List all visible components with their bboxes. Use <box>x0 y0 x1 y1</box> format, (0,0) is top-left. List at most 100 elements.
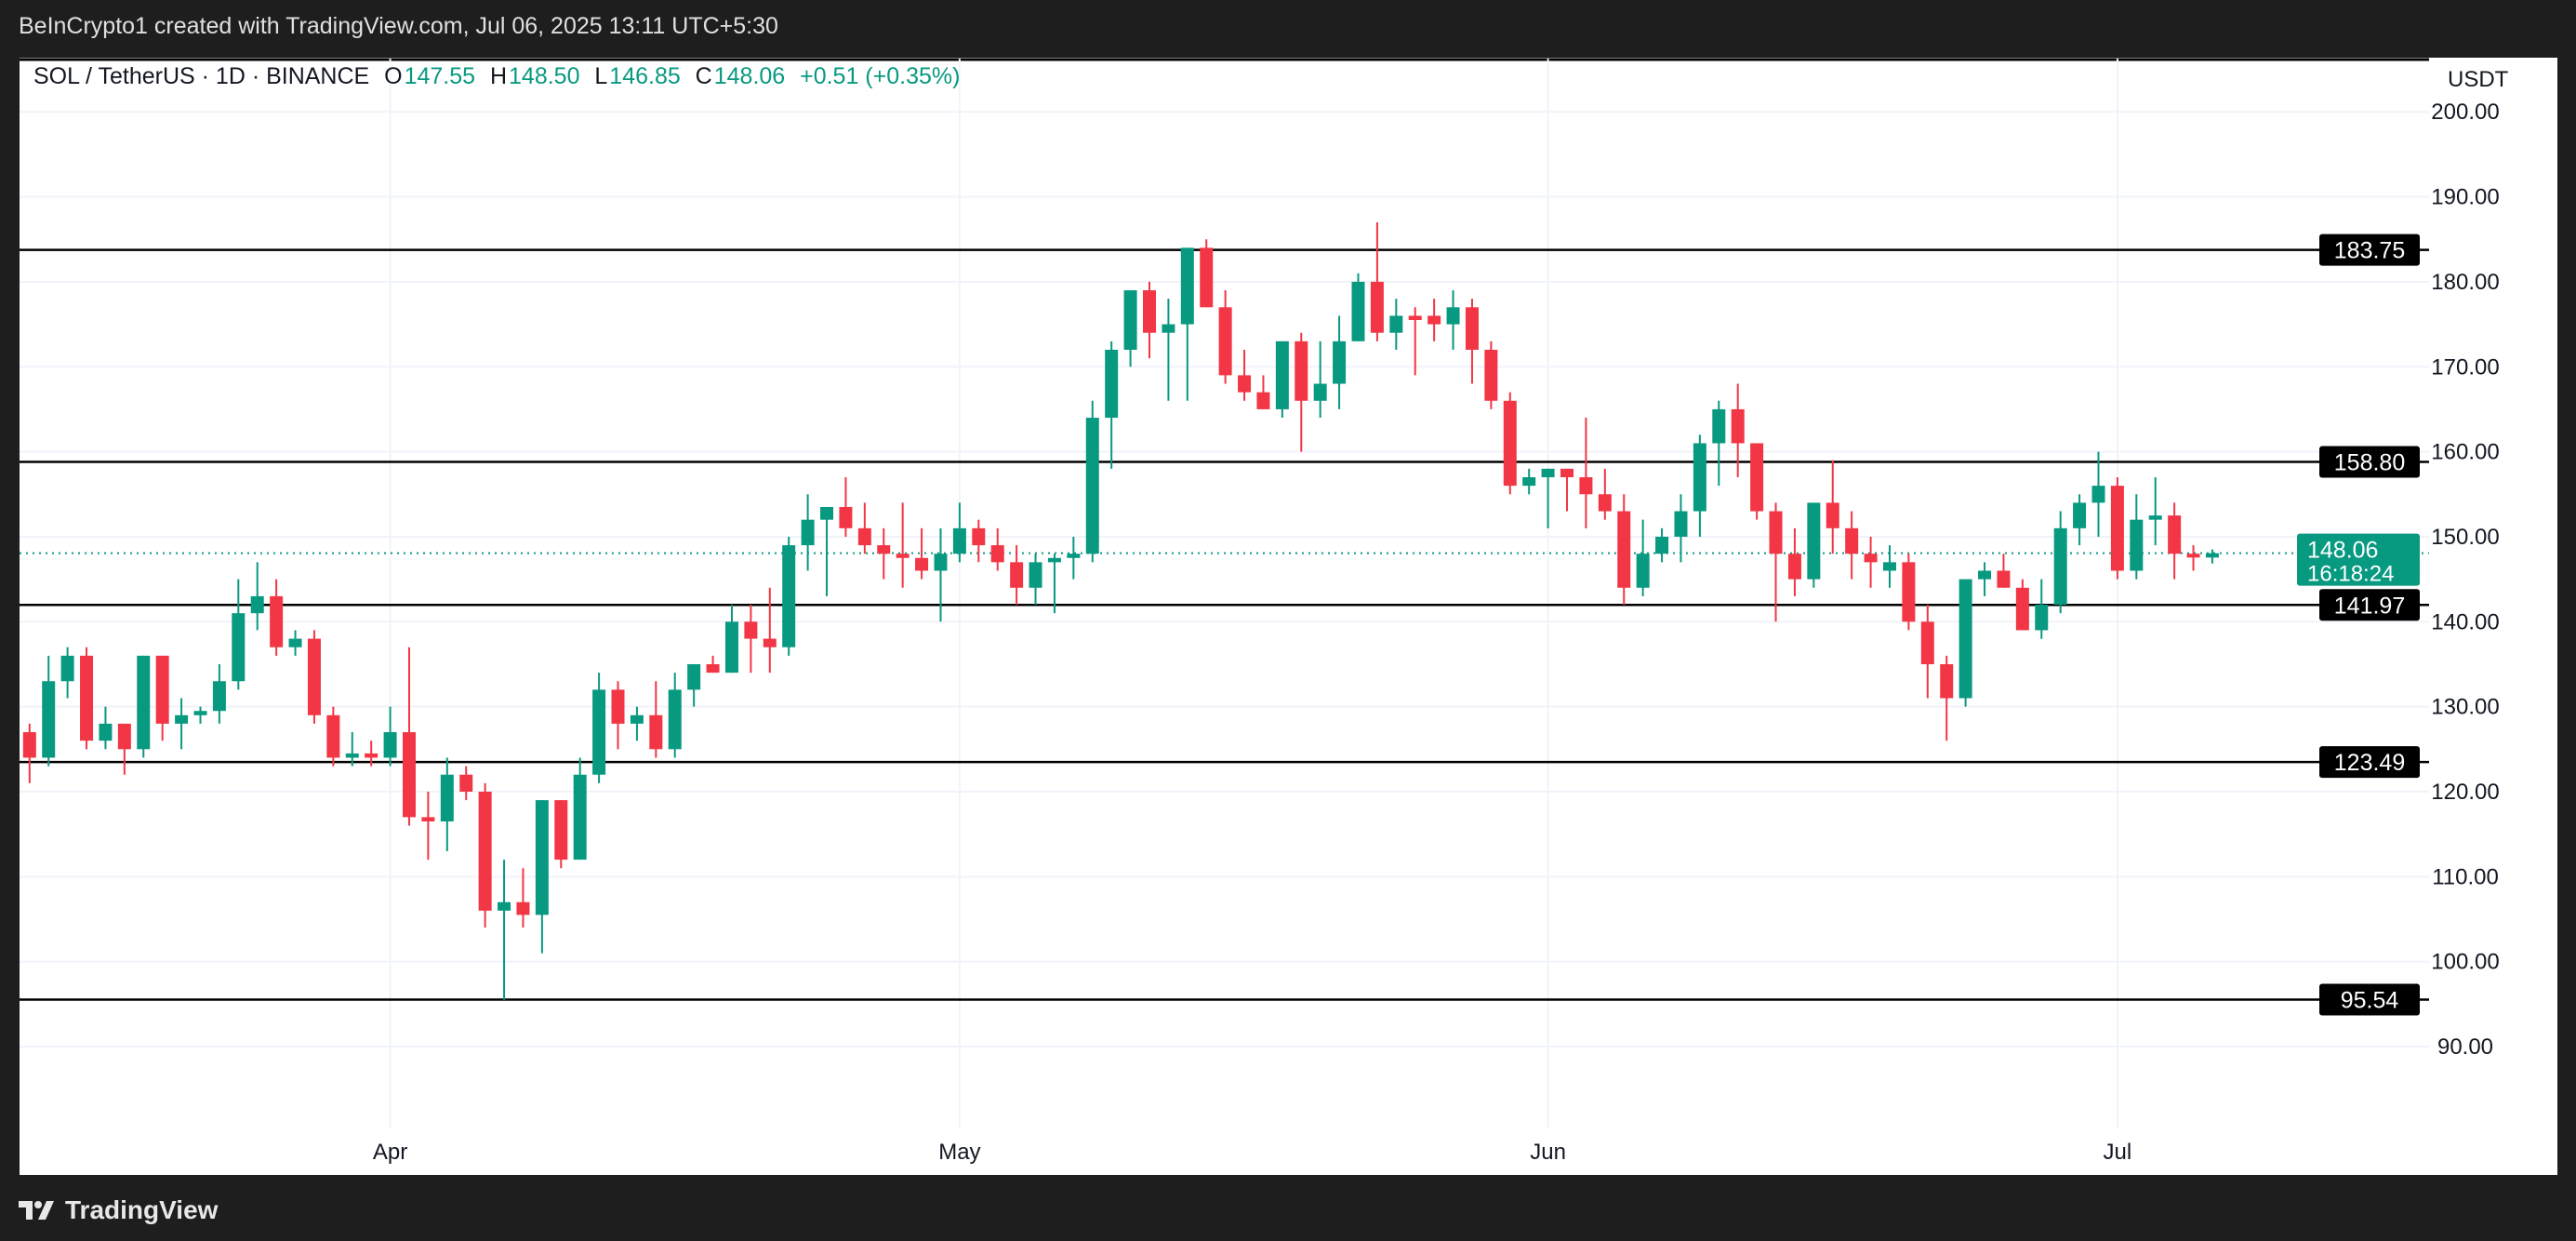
candle[interactable] <box>2130 494 2144 580</box>
candle[interactable] <box>459 766 473 801</box>
candle[interactable] <box>1408 307 1422 376</box>
candle[interactable] <box>1636 519 1650 596</box>
candle[interactable] <box>1389 299 1403 350</box>
candle[interactable] <box>1959 579 1972 707</box>
candle[interactable] <box>2035 579 2049 639</box>
candle[interactable] <box>744 605 758 674</box>
candle[interactable] <box>137 655 151 758</box>
candle[interactable] <box>706 655 720 674</box>
candle[interactable] <box>1105 340 1119 469</box>
candle[interactable] <box>2091 451 2105 537</box>
candle[interactable] <box>1142 281 1156 359</box>
candle[interactable] <box>1940 655 1954 741</box>
tradingview-brand[interactable]: TradingView <box>19 1195 218 1225</box>
candle[interactable] <box>478 782 492 928</box>
candle[interactable] <box>270 579 284 656</box>
candle[interactable] <box>1617 494 1631 606</box>
candle[interactable] <box>2073 494 2087 546</box>
candle[interactable] <box>1333 315 1347 409</box>
candle[interactable] <box>440 757 454 851</box>
chart-panel[interactable] <box>20 58 2557 1175</box>
candle[interactable] <box>516 868 530 928</box>
candle[interactable] <box>687 663 701 707</box>
candle[interactable] <box>1560 468 1574 512</box>
candle[interactable] <box>877 527 891 580</box>
candle[interactable] <box>1978 562 1992 596</box>
candle[interactable] <box>972 519 986 563</box>
candle[interactable] <box>1484 340 1498 409</box>
candle[interactable] <box>2148 477 2162 546</box>
candle[interactable] <box>611 681 625 750</box>
candle[interactable] <box>1845 511 1859 580</box>
candle[interactable] <box>345 732 359 767</box>
candle[interactable] <box>1807 502 1821 588</box>
candle[interactable] <box>1750 443 1764 520</box>
candle[interactable] <box>1787 527 1801 596</box>
candle[interactable] <box>99 706 113 750</box>
candle[interactable] <box>2168 502 2182 580</box>
candle[interactable] <box>1256 375 1270 409</box>
candle[interactable] <box>80 647 94 750</box>
candle[interactable] <box>1598 468 1612 520</box>
candle[interactable] <box>1123 290 1137 367</box>
candle[interactable] <box>1370 221 1384 341</box>
candle[interactable] <box>915 527 929 580</box>
candle[interactable] <box>839 477 853 537</box>
candle[interactable] <box>1180 247 1194 401</box>
candle[interactable] <box>2205 549 2219 564</box>
candle[interactable] <box>326 706 340 767</box>
candle[interactable] <box>117 723 131 775</box>
candle[interactable] <box>1029 554 1042 606</box>
candle[interactable] <box>403 647 416 826</box>
candle[interactable] <box>1351 273 1365 341</box>
candle[interactable] <box>724 605 738 674</box>
candle[interactable] <box>1503 392 1517 495</box>
candle[interactable] <box>1731 383 1745 478</box>
candle[interactable] <box>1522 468 1536 495</box>
candle[interactable] <box>232 579 246 690</box>
candle[interactable] <box>2053 511 2067 614</box>
candle[interactable] <box>857 502 871 554</box>
candle[interactable] <box>554 800 568 869</box>
candle[interactable] <box>193 706 207 724</box>
candle[interactable] <box>801 494 815 571</box>
candle[interactable] <box>1902 554 1916 631</box>
candle[interactable] <box>365 741 378 767</box>
candle[interactable] <box>1275 340 1289 419</box>
candle[interactable] <box>1047 554 1061 614</box>
candle[interactable] <box>668 673 682 758</box>
candle[interactable] <box>383 706 397 767</box>
candle[interactable] <box>649 681 663 758</box>
symbol-name[interactable]: SOL / TetherUS · 1D · BINANCE <box>33 63 370 89</box>
candle[interactable] <box>1200 239 1214 308</box>
candle[interactable] <box>763 587 777 674</box>
candle[interactable] <box>288 630 302 656</box>
candle[interactable] <box>1067 536 1081 580</box>
candle[interactable] <box>990 527 1004 571</box>
candle[interactable] <box>573 757 587 861</box>
candle[interactable] <box>1579 418 1593 528</box>
candle[interactable] <box>1769 502 1783 622</box>
candle[interactable] <box>1826 460 1839 554</box>
candle[interactable] <box>1864 536 1878 588</box>
candle[interactable] <box>1541 468 1555 528</box>
candle[interactable] <box>1010 545 1024 606</box>
candle[interactable] <box>1882 545 1896 588</box>
candle[interactable] <box>934 527 948 622</box>
candle[interactable] <box>896 502 910 588</box>
candle[interactable] <box>592 673 606 783</box>
candle[interactable] <box>498 860 511 1000</box>
candle[interactable] <box>1465 299 1479 384</box>
candle[interactable] <box>421 792 435 861</box>
candle[interactable] <box>1674 494 1688 563</box>
candle[interactable] <box>1162 299 1175 401</box>
candle[interactable] <box>175 698 189 750</box>
candle[interactable] <box>1085 400 1099 563</box>
candle[interactable] <box>1693 434 1706 537</box>
candle[interactable] <box>1712 400 1726 487</box>
candle[interactable] <box>1238 349 1252 401</box>
candle[interactable] <box>1446 290 1460 350</box>
candle[interactable] <box>60 647 74 699</box>
candle[interactable] <box>22 723 36 783</box>
